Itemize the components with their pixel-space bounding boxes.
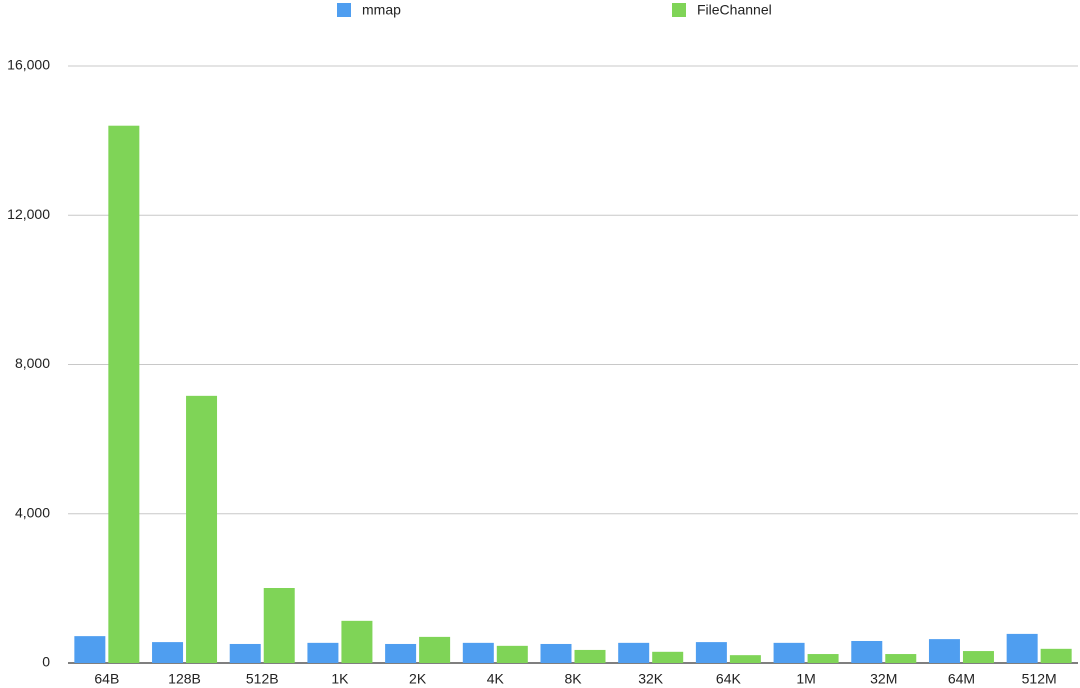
bar <box>152 642 184 663</box>
x-tick-label: 32K <box>638 671 664 687</box>
y-tick-label: 8,000 <box>15 355 50 371</box>
x-tick-label: 2K <box>409 671 427 687</box>
bar <box>496 645 528 663</box>
bar <box>1040 648 1072 663</box>
bar <box>108 125 140 663</box>
bar <box>928 639 960 663</box>
x-tick-label: 512M <box>1022 671 1057 687</box>
x-tick-label: 64K <box>716 671 742 687</box>
bar <box>1006 633 1038 663</box>
x-tick-label: 512B <box>246 671 279 687</box>
bar <box>307 642 339 663</box>
legend-swatch <box>337 3 351 17</box>
bar <box>885 654 917 663</box>
bar <box>773 642 805 663</box>
legend-label: FileChannel <box>697 2 772 18</box>
y-tick-label: 12,000 <box>7 206 50 222</box>
bar <box>807 654 839 663</box>
y-tick-label: 4,000 <box>15 504 50 520</box>
x-tick-label: 8K <box>564 671 582 687</box>
bar <box>695 642 727 663</box>
bar <box>652 651 684 663</box>
x-tick-label: 64M <box>948 671 975 687</box>
bar <box>618 642 650 663</box>
bar <box>419 636 451 663</box>
bar <box>574 649 606 663</box>
y-tick-label: 0 <box>42 654 50 670</box>
x-tick-label: 4K <box>487 671 505 687</box>
x-tick-label: 128B <box>168 671 201 687</box>
bar <box>229 643 261 663</box>
x-tick-label: 32M <box>870 671 897 687</box>
x-tick-label: 1M <box>796 671 815 687</box>
bar <box>341 620 373 663</box>
bar <box>74 636 106 663</box>
bar <box>263 588 295 663</box>
x-tick-label: 1K <box>331 671 349 687</box>
bar <box>385 643 417 663</box>
bar <box>186 395 218 663</box>
legend-swatch <box>672 3 686 17</box>
y-tick-label: 16,000 <box>7 57 50 73</box>
bar <box>462 642 494 663</box>
bar <box>729 655 761 663</box>
legend-label: mmap <box>362 2 401 18</box>
bar <box>962 651 994 663</box>
bar <box>851 640 883 663</box>
bar <box>540 643 572 663</box>
x-tick-label: 64B <box>94 671 119 687</box>
